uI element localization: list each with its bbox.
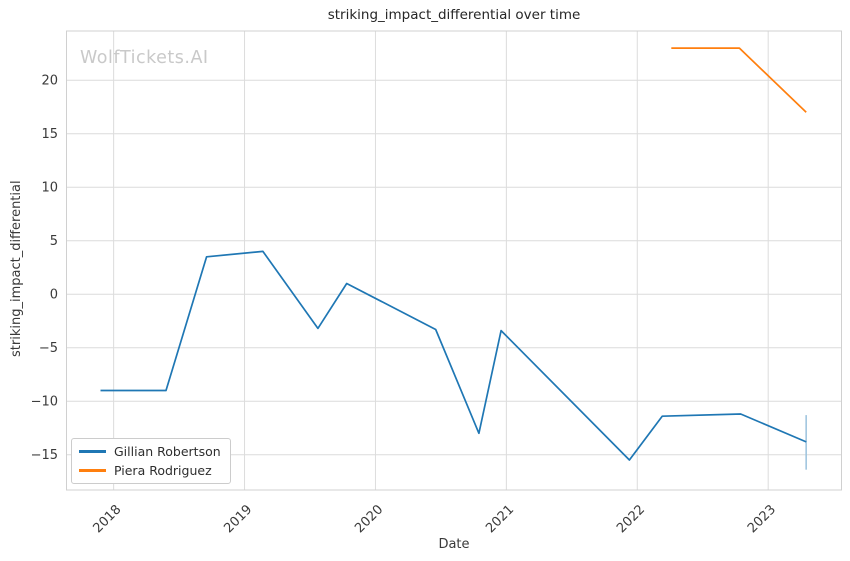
legend: Gillian Robertson Piera Rodriguez xyxy=(71,438,231,484)
legend-label: Gillian Robertson xyxy=(114,444,221,459)
legend-label: Piera Rodriguez xyxy=(114,463,212,478)
y-tick-label--15: −15 xyxy=(31,448,58,463)
legend-line-swatch-gillian-robertson xyxy=(79,450,106,453)
series-line-piera-rodriguez xyxy=(671,47,807,113)
y-tick-label-0: 0 xyxy=(50,288,58,303)
x-tick-label-2020: 2020 xyxy=(352,502,386,536)
x-tick-label-2019: 2019 xyxy=(221,502,255,536)
y-tick-label--5: −5 xyxy=(39,341,58,356)
x-tick-label-2018: 2018 xyxy=(90,502,124,536)
x-tick-label-2022: 2022 xyxy=(614,502,648,536)
series-line-gillian-robertson xyxy=(100,250,807,461)
legend-item: Piera Rodriguez xyxy=(79,463,221,478)
y-tick-label--10: −10 xyxy=(31,395,58,410)
y-axis-label: striking_impact_differential xyxy=(9,180,24,357)
y-tick-label-5: 5 xyxy=(50,234,58,249)
plot-border xyxy=(66,30,842,491)
chart-title: striking_impact_differential over time xyxy=(327,7,581,23)
x-tick-label-2021: 2021 xyxy=(483,502,517,536)
legend-item: Gillian Robertson xyxy=(79,444,221,459)
legend-line-swatch-piera-rodriguez xyxy=(79,469,106,472)
x-axis-label: Date xyxy=(438,537,470,552)
y-tick-label-15: 15 xyxy=(41,127,58,142)
x-tick-label-2023: 2023 xyxy=(745,502,779,536)
watermark: WolfTickets.AI xyxy=(80,48,209,68)
y-tick-label-20: 20 xyxy=(41,74,58,89)
y-tick-label-10: 10 xyxy=(41,181,58,196)
